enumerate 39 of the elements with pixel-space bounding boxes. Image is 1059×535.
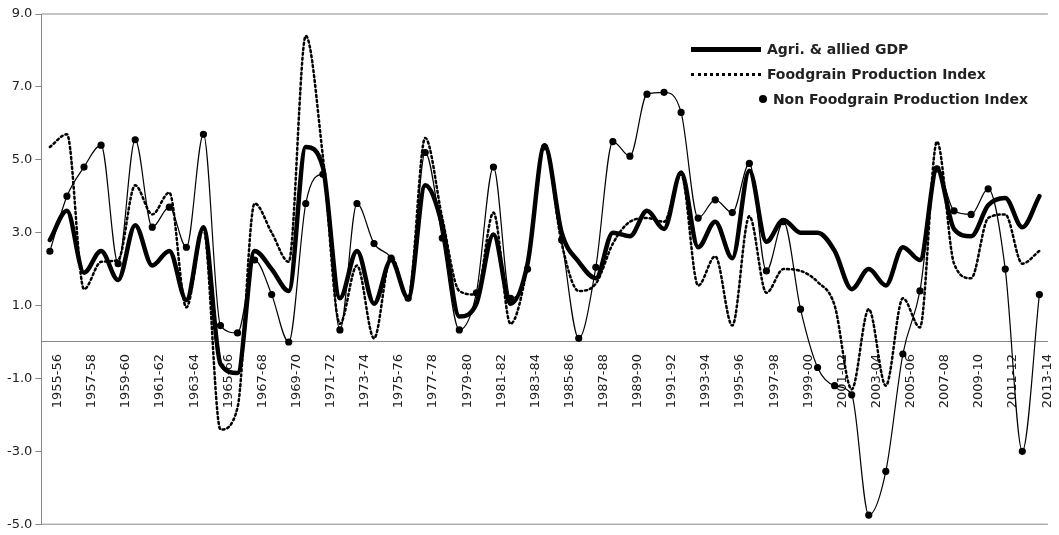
x-tick-label: 1979-80 <box>458 353 474 409</box>
x-tick-label: 1963-64 <box>185 353 201 409</box>
y-tick-label: 1.0 <box>11 296 33 312</box>
x-tick-label: 1971-72 <box>322 353 338 409</box>
x-tick-label: 2013-14 <box>1038 353 1054 409</box>
x-tick-label: 1969-70 <box>287 353 303 409</box>
x-tick-label: 2009-10 <box>970 353 986 409</box>
y-tick-label: -1.0 <box>6 369 33 385</box>
x-tick-label: 2011-12 <box>1004 353 1020 409</box>
y-tick-label: 3.0 <box>11 224 33 240</box>
legend-label: Non Foodgrain Production Index <box>772 90 1029 107</box>
y-tick-label: 9.0 <box>11 5 33 21</box>
y-tick-label: -3.0 <box>6 442 33 458</box>
x-tick-label: 2005-06 <box>902 353 918 409</box>
x-tick-label: 1987-88 <box>594 353 610 409</box>
x-tick-label: 1973-74 <box>356 353 372 409</box>
x-tick-label: 2007-08 <box>936 353 952 409</box>
x-tick-label: 1993-94 <box>697 353 713 409</box>
y-tick-label: 5.0 <box>11 151 33 167</box>
x-tick-label: 1955-56 <box>49 353 65 409</box>
legend-label: Agri. & allied GDP <box>766 40 909 57</box>
y-tick-label: -5.0 <box>6 515 33 531</box>
x-tick-label: 1997-98 <box>765 353 781 409</box>
x-tick-label: 1985-86 <box>560 353 576 409</box>
x-tick-label: 1991-92 <box>663 353 679 409</box>
x-tick-label: 1999-00 <box>799 353 815 409</box>
x-tick-label: 1983-84 <box>526 353 542 409</box>
x-tick-label: 1981-82 <box>492 353 508 409</box>
x-tick-label: 1957-58 <box>83 353 99 409</box>
legend-label: Foodgrain Production Index <box>766 65 986 82</box>
x-tick-label: 1967-68 <box>253 353 269 409</box>
y-tick-label: 7.0 <box>11 78 33 94</box>
x-tick-label: 1959-60 <box>117 353 133 409</box>
x-tick-label: 1975-76 <box>390 353 406 409</box>
x-tick-label: 1977-78 <box>424 353 440 409</box>
x-tick-label: 2003-04 <box>867 353 883 409</box>
x-tick-label: 1989-90 <box>629 353 645 409</box>
x-tick-label: 1995-96 <box>731 353 747 409</box>
x-tick-label: 1961-62 <box>151 353 167 409</box>
